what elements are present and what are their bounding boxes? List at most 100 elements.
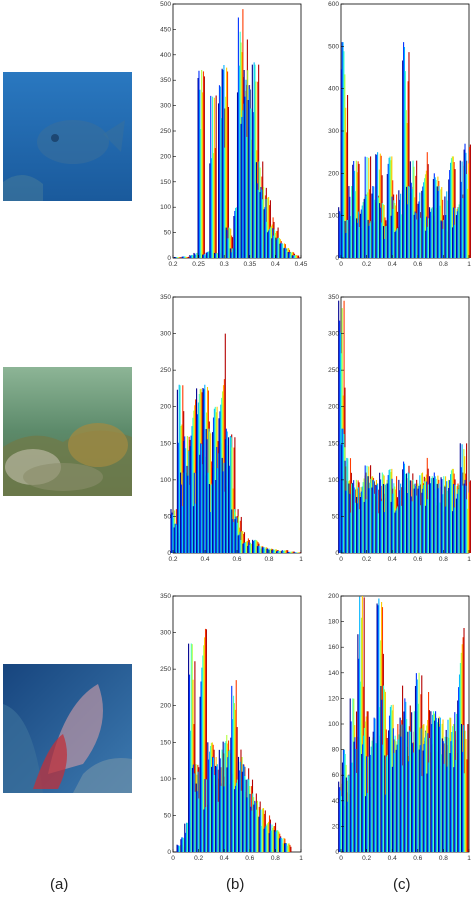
y-tick-label: 250 <box>160 128 171 135</box>
x-tick-label: 0.45 <box>295 261 308 268</box>
y-tick-label: 300 <box>160 103 171 110</box>
histogram-row1-c: 0 100 200 300 400 500 600 0 0.2 0.4 0.6 0.8 1 <box>328 1 471 268</box>
y-tick-label: 100 <box>160 204 171 211</box>
y-tick-label: 350 <box>160 294 171 301</box>
y-tick-label: 250 <box>328 367 339 374</box>
histogram-bar <box>463 479 471 553</box>
histogram-row1-c-svg: 0 100 200 300 400 500 600 0 0.2 0.4 0.6 0.8 1 <box>328 1 471 268</box>
y-tick-label: 150 <box>160 739 171 746</box>
histogram-bar <box>463 143 471 258</box>
histogram-bar <box>293 552 302 553</box>
y-tick-label: 40 <box>332 798 340 805</box>
y-tick-label: 100 <box>328 721 339 728</box>
histogram-row2-c-svg: 0 50 100 150 200 250 300 350 0 0.2 0.4 0.6 0.8 1 <box>328 294 471 563</box>
x-tick-label: 1 <box>467 855 471 862</box>
x-tick-label: 0.8 <box>439 556 448 563</box>
y-tick-label: 350 <box>160 77 171 84</box>
x-tick-label: 0.2 <box>362 855 371 862</box>
y-tick-label: 150 <box>328 440 339 447</box>
x-tick-label: 0.25 <box>192 261 205 268</box>
y-tick-label: 50 <box>332 513 340 520</box>
y-tick-label: 200 <box>160 404 171 411</box>
histogram-row2-c: 0 50 100 150 200 250 300 350 0 0.2 0.4 0.6 0.8 1 <box>328 294 471 563</box>
y-tick-label: 400 <box>328 86 339 93</box>
caption-c: (c) <box>393 876 411 893</box>
x-tick-label: 0 <box>339 855 343 862</box>
x-tick-label: 0.6 <box>413 855 422 862</box>
x-tick-label: 0 <box>339 556 343 563</box>
x-tick-label: 0.6 <box>245 855 254 862</box>
y-tick-label: 200 <box>328 593 339 600</box>
x-tick-label: 0.8 <box>439 261 448 268</box>
y-tick-label: 180 <box>328 619 339 626</box>
y-tick-label: 50 <box>164 513 172 520</box>
histogram-row2-b: 0 50 100 150 200 250 300 350 0.2 0.4 0.6 0.8 1 <box>160 294 303 563</box>
y-tick-label: 200 <box>160 703 171 710</box>
photo-sea-fan <box>3 664 132 793</box>
x-tick-label: 0.6 <box>413 261 422 268</box>
y-tick-label: 500 <box>160 1 171 8</box>
y-tick-label: 140 <box>328 670 339 677</box>
histogram-bar <box>461 724 469 852</box>
y-tick-label: 300 <box>160 331 171 338</box>
y-tick-label: 500 <box>328 43 339 50</box>
y-tick-label: 250 <box>160 666 171 673</box>
y-tick-label: 400 <box>160 52 171 59</box>
y-tick-label: 0 <box>335 550 339 557</box>
x-tick-label: 0.2 <box>194 855 203 862</box>
y-tick-label: 300 <box>328 128 339 135</box>
x-tick-label: 0.8 <box>264 556 273 563</box>
x-tick-label: 0.2 <box>168 261 177 268</box>
y-tick-label: 0 <box>167 550 171 557</box>
x-tick-label: 0.4 <box>388 261 397 268</box>
y-tick-label: 300 <box>328 331 339 338</box>
y-tick-label: 100 <box>160 776 171 783</box>
y-tick-label: 600 <box>328 1 339 8</box>
y-tick-label: 80 <box>332 747 340 754</box>
y-tick-label: 50 <box>164 230 172 237</box>
x-tick-label: 0.4 <box>200 556 209 563</box>
histogram-bar <box>242 538 250 553</box>
y-tick-label: 450 <box>160 26 171 33</box>
x-tick-label: 1 <box>467 556 471 563</box>
histogram-bar <box>287 551 295 553</box>
photo-fish <box>3 72 132 201</box>
y-tick-label: 0 <box>335 849 339 856</box>
x-tick-label: 0.6 <box>413 556 422 563</box>
x-tick-label: 1 <box>467 261 471 268</box>
y-tick-label: 120 <box>328 695 339 702</box>
photo-reef <box>3 367 132 496</box>
x-tick-label: 0.35 <box>243 261 256 268</box>
y-tick-label: 350 <box>328 294 339 301</box>
x-tick-label: 0.2 <box>362 261 371 268</box>
caption-a: (a) <box>50 876 69 893</box>
x-tick-label: 0 <box>171 855 175 862</box>
y-tick-label: 150 <box>160 179 171 186</box>
histogram-bar <box>209 95 217 258</box>
y-tick-label: 350 <box>160 593 171 600</box>
y-tick-label: 300 <box>160 630 171 637</box>
x-tick-label: 0.4 <box>271 261 280 268</box>
x-tick-label: 0.4 <box>220 855 229 862</box>
y-tick-label: 160 <box>328 644 339 651</box>
y-tick-label: 0 <box>167 255 171 262</box>
x-tick-label: 0.4 <box>388 556 397 563</box>
histogram-bar <box>253 800 261 852</box>
histogram-row3-b-svg: 0 50 100 150 200 250 300 350 0 0.2 0.4 0.6 0.8 1 <box>160 593 303 862</box>
x-tick-label: 0.6 <box>232 556 241 563</box>
y-tick-label: 0 <box>335 255 339 262</box>
y-tick-label: 200 <box>160 153 171 160</box>
y-tick-label: 150 <box>160 440 171 447</box>
x-tick-label: 0.4 <box>388 855 397 862</box>
x-tick-label: 0.8 <box>271 855 280 862</box>
histogram-bar <box>181 256 190 258</box>
y-tick-label: 100 <box>328 213 339 220</box>
y-tick-label: 60 <box>332 772 340 779</box>
histogram-bar <box>284 843 292 852</box>
histogram-row3-b: 0 50 100 150 200 250 300 350 0 0.2 0.4 0.6 0.8 1 <box>160 593 303 862</box>
y-tick-label: 0 <box>167 849 171 856</box>
histogram-bar <box>280 550 289 553</box>
x-tick-label: 1 <box>299 855 303 862</box>
x-tick-label: 0.3 <box>220 261 229 268</box>
y-tick-label: 100 <box>160 477 171 484</box>
